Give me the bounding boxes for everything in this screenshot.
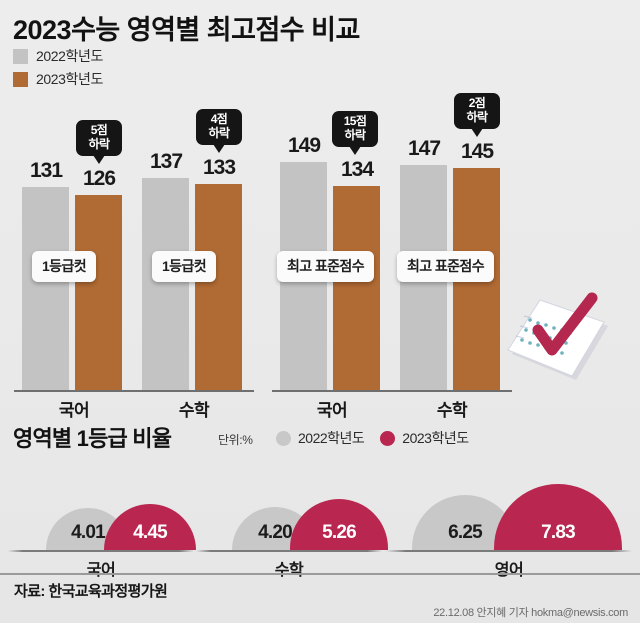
dome-value-2023: 4.45 xyxy=(133,522,168,543)
badge-direction: 하락 xyxy=(88,136,110,151)
bar-value-2023: 126 xyxy=(82,167,116,190)
series-pill-label: 최고 표준점수 xyxy=(277,251,374,282)
delta-badge-korean: 15점 하락 xyxy=(332,111,378,155)
chart-panel-standard-score: 149 134 15점 하락 최고 표준점수 147 145 2점 하락 최고 … xyxy=(272,93,512,420)
legend-label: 2023학년도 xyxy=(402,430,469,446)
x-axis-label-korean: 국어 xyxy=(316,401,348,420)
bar-group-math: 137 133 4점 하락 1등급컷 xyxy=(142,109,246,390)
bar-value-2022: 147 xyxy=(407,137,441,160)
bar-group-korean: 131 126 5점 하락 1등급컷 xyxy=(22,120,126,390)
bar-2023 xyxy=(75,195,122,390)
badge-amount: 15점 xyxy=(343,114,367,129)
page-title: 2023수능 영역별 최고점수 비교 xyxy=(13,15,360,45)
chart-panel-grade-cut: 131 126 5점 하락 1등급컷 137 133 4점 하락 1등급컷 국어… xyxy=(14,100,254,420)
dome-value-2023: 5.26 xyxy=(322,522,357,543)
dome-label-english: 영어 xyxy=(494,562,524,579)
legend-item-2023: 2023학년도 xyxy=(13,69,103,89)
bar-value-2022: 131 xyxy=(29,159,63,182)
axis-baseline xyxy=(272,390,512,392)
dome-baseline xyxy=(386,550,632,552)
dome-2023: 7.83 xyxy=(494,484,622,550)
dome-2023: 4.45 xyxy=(104,504,196,550)
bar-value-2023: 133 xyxy=(202,156,236,179)
bar-2022 xyxy=(142,178,189,390)
bar-2023 xyxy=(333,186,380,390)
legend-label: 2023학년도 xyxy=(36,71,103,87)
bar-2023 xyxy=(195,184,242,390)
bar-2022 xyxy=(22,187,69,390)
dome-2023: 5.26 xyxy=(290,499,388,550)
byline-credit: 22.12.08 안지혜 기자 hokma@newsis.com xyxy=(433,607,628,619)
dome-value-2022: 6.25 xyxy=(448,522,483,543)
dome-baseline xyxy=(196,550,382,552)
footer-divider xyxy=(0,573,640,575)
dome-group-math: 4.20 5.26 수학 xyxy=(196,470,388,579)
badge-direction: 하락 xyxy=(208,125,230,140)
legend-label: 2022학년도 xyxy=(298,430,365,446)
dome-baseline xyxy=(8,550,194,552)
bar-group-math: 147 145 2점 하락 최고 표준점수 xyxy=(397,93,504,390)
bar-value-2022: 149 xyxy=(287,134,321,157)
source-label: 자료: 한국교육과정평가원 xyxy=(14,583,168,600)
dome-value-2022: 4.20 xyxy=(258,522,293,543)
dome-label-math: 수학 xyxy=(274,562,304,579)
series-pill-label: 1등급컷 xyxy=(152,251,217,282)
badge-direction: 하락 xyxy=(344,127,366,142)
dome-value-2023: 7.83 xyxy=(541,522,576,543)
square-swatch-icon xyxy=(13,48,28,64)
omr-answer-sheet-icon xyxy=(507,292,608,380)
delta-badge-math: 4점 하락 xyxy=(196,109,242,153)
badge-amount: 5점 xyxy=(90,123,108,138)
dome-label-korean: 국어 xyxy=(86,562,116,579)
section-title-grade1-ratio: 영역별 1등급 비율 xyxy=(13,426,172,451)
series-pill-label: 1등급컷 xyxy=(32,251,97,282)
circle-swatch-icon xyxy=(276,430,291,446)
dome-value-2022: 4.01 xyxy=(71,522,106,543)
delta-badge-korean: 5점 하락 xyxy=(76,120,122,164)
badge-amount: 4점 xyxy=(210,112,228,127)
legend-top: 2022학년도 2023학년도 xyxy=(13,46,103,92)
badge-amount: 2점 xyxy=(468,96,486,111)
dome-group-korean: 4.01 4.45 국어 xyxy=(8,470,196,579)
legend-item-2022: 2022학년도 xyxy=(13,46,103,66)
bar-value-2022: 137 xyxy=(149,150,183,173)
legend-bottom: 2022학년도 2023학년도 xyxy=(276,428,485,448)
x-axis-label-math: 수학 xyxy=(436,401,468,420)
unit-label: 단위:% xyxy=(218,433,253,447)
bar-value-2023: 134 xyxy=(340,158,374,181)
delta-badge-math: 2점 하락 xyxy=(454,93,500,137)
square-swatch-icon xyxy=(13,71,28,87)
dome-group-english: 6.25 7.83 영어 xyxy=(386,470,632,579)
x-axis-label-math: 수학 xyxy=(178,401,210,420)
axis-baseline xyxy=(14,390,254,392)
legend-label: 2022학년도 xyxy=(36,48,103,64)
bar-group-korean: 149 134 15점 하락 최고 표준점수 xyxy=(277,111,384,390)
circle-swatch-icon xyxy=(380,430,396,446)
bar-value-2023: 145 xyxy=(460,140,494,163)
series-pill-label: 최고 표준점수 xyxy=(397,251,494,282)
x-axis-label-korean: 국어 xyxy=(58,401,90,420)
badge-direction: 하락 xyxy=(466,109,488,124)
